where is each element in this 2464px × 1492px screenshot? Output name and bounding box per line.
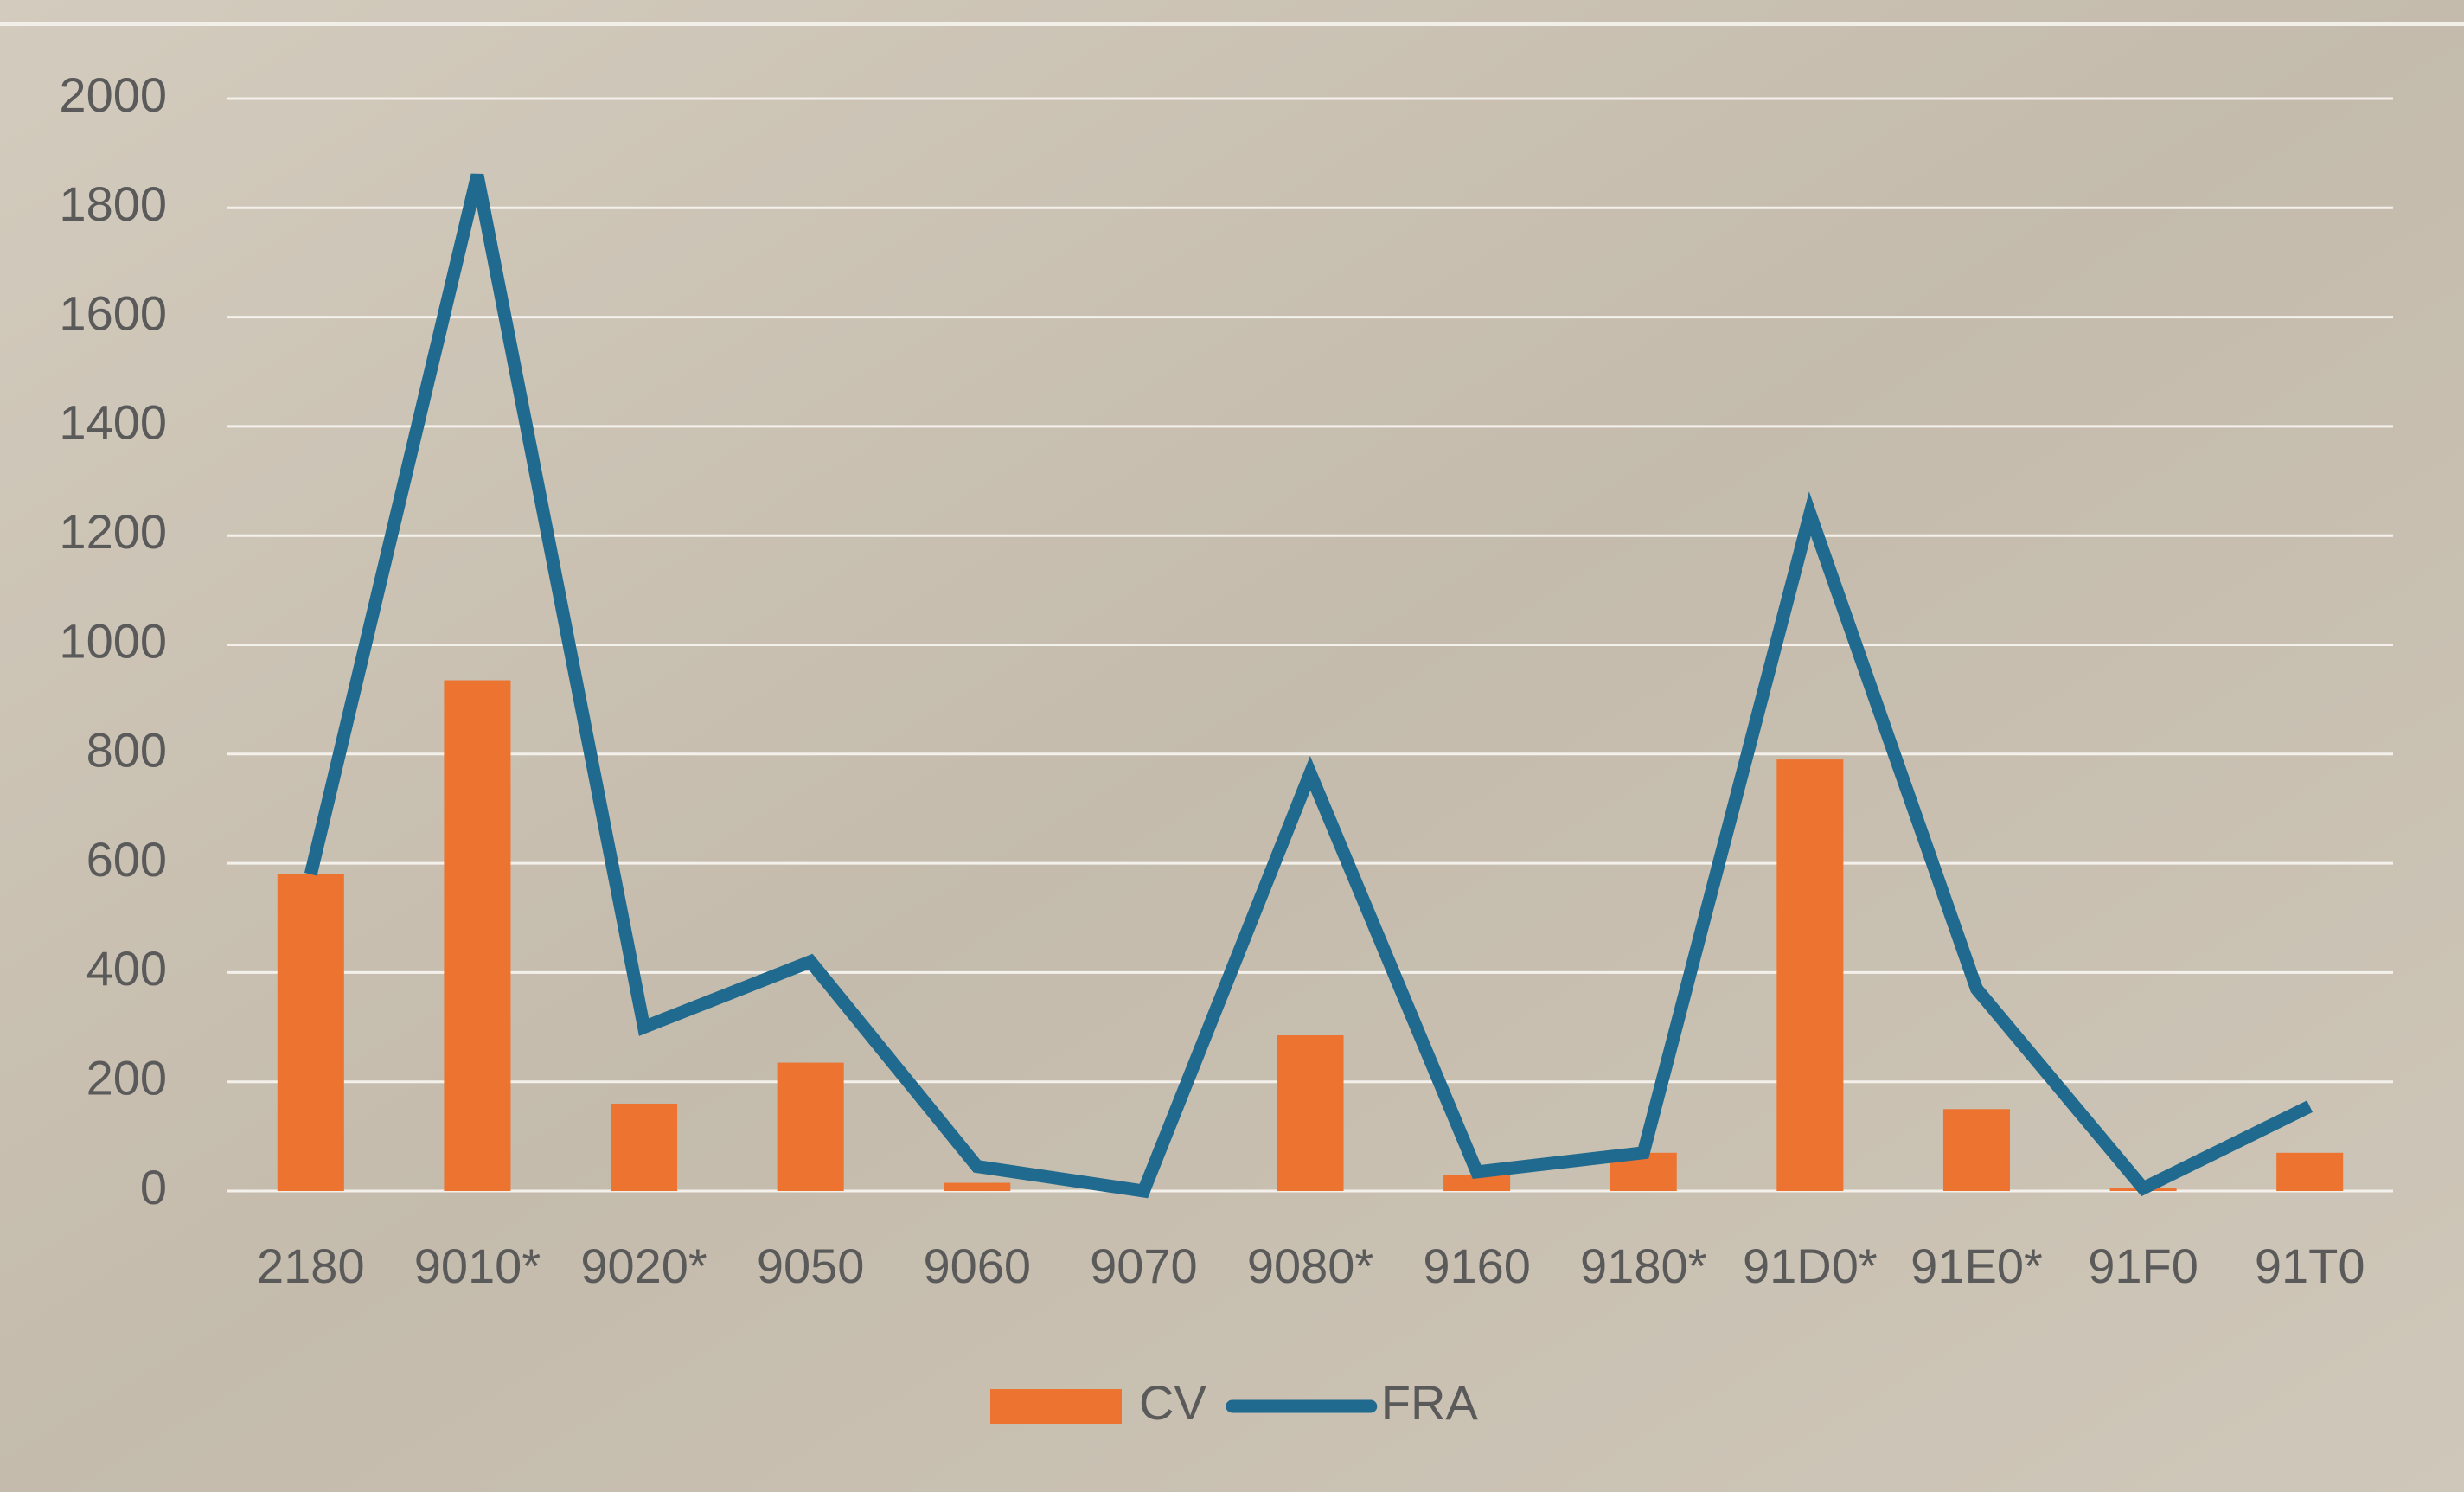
y-tick-label: 800	[86, 723, 167, 778]
x-tick-label: 2180	[257, 1239, 365, 1293]
x-tick-label: 91T0	[2255, 1239, 2365, 1293]
y-tick-label: 2000	[59, 67, 167, 122]
y-tick-label: 1800	[59, 176, 167, 231]
legend-label: CV	[1139, 1375, 1206, 1430]
y-tick-label: 1600	[59, 285, 167, 340]
x-tick-label: 9010*	[414, 1239, 541, 1293]
legend-label: FRA	[1381, 1375, 1479, 1430]
bar	[944, 1182, 1011, 1191]
bar	[277, 874, 344, 1191]
x-tick-label: 91F0	[2088, 1239, 2198, 1293]
x-tick-label: 9180*	[1580, 1239, 1706, 1293]
y-tick-label: 1000	[59, 613, 167, 668]
y-tick-label: 1200	[59, 504, 167, 559]
bar	[777, 1062, 844, 1191]
x-tick-label: 9070	[1090, 1239, 1198, 1293]
bar	[1277, 1035, 1344, 1191]
x-tick-label: 9050	[757, 1239, 865, 1293]
bar	[2276, 1152, 2344, 1191]
bar	[444, 680, 511, 1191]
y-tick-label: 1400	[59, 395, 167, 450]
bar	[1776, 759, 1844, 1191]
x-tick-label: 9060	[923, 1239, 1031, 1293]
x-tick-label: 9160	[1423, 1239, 1531, 1293]
x-tick-label: 91E0*	[1910, 1239, 2043, 1293]
y-tick-label: 0	[140, 1160, 167, 1214]
legend-swatch	[990, 1389, 1122, 1424]
x-tick-label: 9080*	[1247, 1239, 1373, 1293]
y-tick-label: 200	[86, 1050, 167, 1105]
y-tick-label: 600	[86, 832, 167, 887]
x-tick-label: 9020*	[580, 1239, 707, 1293]
y-tick-label: 400	[86, 941, 167, 996]
line	[304, 173, 2313, 1199]
bar	[611, 1103, 678, 1191]
bar	[1443, 1175, 1511, 1191]
bar	[1942, 1109, 2010, 1191]
x-tick-label: 91D0*	[1743, 1239, 1878, 1293]
